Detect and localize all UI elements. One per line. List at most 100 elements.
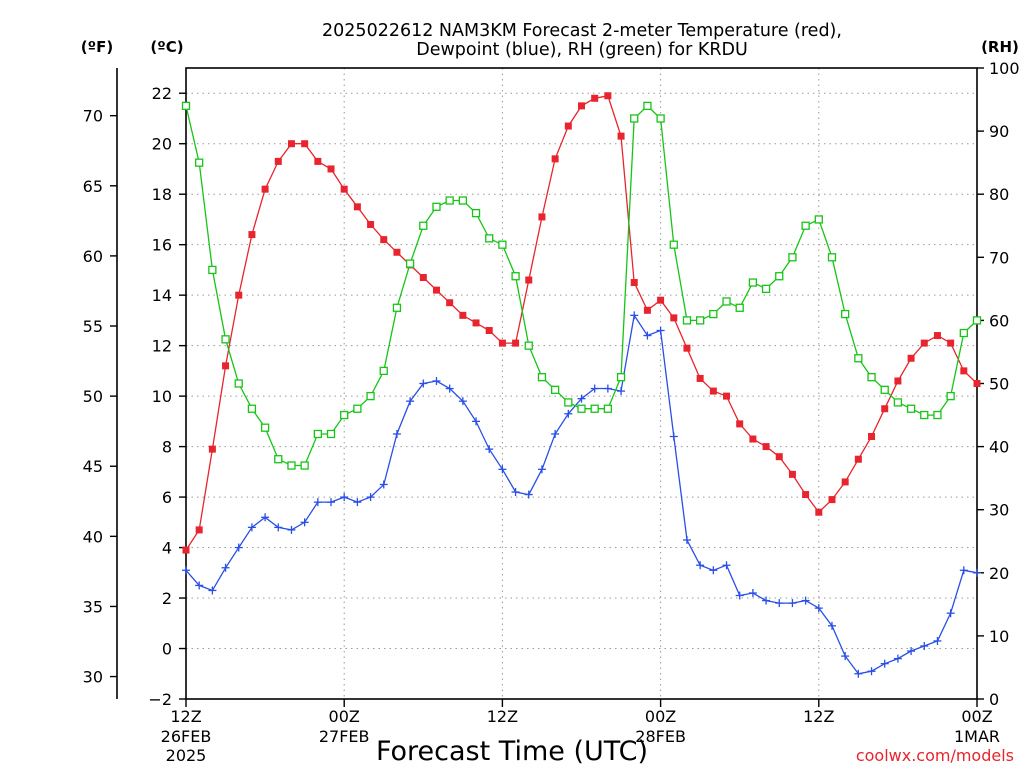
rh-point bbox=[564, 398, 573, 407]
x-tick-label-time: 12Z bbox=[487, 707, 518, 726]
dewpoint-point bbox=[392, 429, 401, 438]
temperature-series bbox=[182, 92, 981, 554]
temperature-point bbox=[894, 377, 902, 385]
x-tick-label-date: 1MAR bbox=[954, 727, 1000, 746]
grid-lines bbox=[186, 68, 977, 699]
rh-point bbox=[313, 429, 322, 439]
temperature-point bbox=[367, 220, 375, 228]
rh-series bbox=[181, 101, 982, 470]
rh-point bbox=[353, 404, 362, 413]
fahrenheit-tick-label: 60 bbox=[83, 247, 103, 266]
dewpoint-point bbox=[959, 566, 968, 575]
rh-point bbox=[933, 410, 942, 420]
temperature-point bbox=[314, 157, 322, 165]
rh-point bbox=[366, 391, 375, 401]
temperature-point bbox=[195, 526, 203, 534]
rh-point bbox=[247, 404, 257, 413]
dewpoint-point bbox=[221, 563, 230, 572]
temperature-point bbox=[222, 362, 230, 370]
dewpoint-point bbox=[933, 636, 942, 645]
temperature-point bbox=[788, 470, 796, 478]
x-tick-label-date: 28FEB bbox=[635, 727, 686, 746]
celsius-tick-label: 16 bbox=[152, 236, 172, 255]
x-tick-label-time: 12Z bbox=[170, 707, 201, 726]
temperature-point bbox=[578, 102, 585, 110]
x-tick-label-date: 27FEB bbox=[319, 727, 370, 746]
fahrenheit-unit-label: (ºF) bbox=[81, 38, 113, 56]
dewpoint-point bbox=[841, 652, 850, 661]
rh-point bbox=[603, 404, 613, 413]
dewpoint-point bbox=[445, 384, 454, 393]
celsius-tick-label: −2 bbox=[148, 690, 172, 709]
rh-point bbox=[405, 259, 415, 268]
rh-point bbox=[181, 101, 191, 111]
x-tick-label-time: 00Z bbox=[645, 707, 676, 726]
temperature-point bbox=[881, 405, 889, 413]
dewpoint-point bbox=[973, 568, 981, 577]
rh-point bbox=[432, 202, 441, 211]
dewpoint-point bbox=[208, 586, 217, 595]
x-tick-label-time: 00Z bbox=[329, 707, 360, 726]
dewpoint-point bbox=[406, 397, 415, 406]
rh-point bbox=[656, 114, 665, 123]
rh-point bbox=[524, 341, 533, 350]
temperature-point bbox=[907, 354, 915, 362]
rh-point bbox=[392, 303, 402, 312]
temperature-point bbox=[380, 236, 388, 244]
temperature-point bbox=[327, 165, 335, 173]
fahrenheit-tick-label: 35 bbox=[83, 597, 103, 616]
dewpoint-point bbox=[274, 523, 283, 532]
dewpoint-point bbox=[458, 397, 467, 406]
rh-point bbox=[590, 404, 599, 413]
dewpoint-point bbox=[630, 311, 639, 320]
temperature-point bbox=[617, 132, 625, 140]
temperature-point bbox=[419, 273, 427, 281]
rh-point bbox=[682, 316, 692, 325]
rh-point bbox=[880, 385, 889, 394]
temperature-point bbox=[182, 546, 190, 554]
temperature-point bbox=[828, 496, 836, 504]
temperature-point bbox=[868, 433, 876, 441]
x-tick-label-year: 2025 bbox=[166, 746, 207, 765]
dewpoint-point bbox=[854, 669, 863, 678]
rh-point bbox=[471, 208, 481, 218]
temperature-point bbox=[432, 286, 440, 294]
dewpoint-point bbox=[551, 429, 560, 438]
dewpoint-point bbox=[814, 604, 823, 613]
celsius-tick-label: 0 bbox=[162, 640, 172, 659]
rh-point bbox=[748, 278, 758, 287]
dewpoint-point bbox=[775, 599, 784, 608]
dewpoint-point bbox=[893, 654, 902, 663]
temperature-point bbox=[564, 122, 572, 130]
rh-point bbox=[893, 398, 903, 407]
rh-point bbox=[550, 385, 560, 394]
rh-point bbox=[195, 158, 204, 167]
rh-point bbox=[946, 391, 955, 401]
rh-point bbox=[709, 309, 718, 319]
dewpoint-point bbox=[669, 432, 678, 441]
x-tick-label-time: 00Z bbox=[961, 707, 992, 726]
temperature-point bbox=[920, 339, 928, 347]
fahrenheit-tick-label: 40 bbox=[83, 527, 103, 546]
dewpoint-point bbox=[867, 667, 876, 676]
temperature-point bbox=[723, 392, 731, 400]
temperature-point bbox=[551, 155, 559, 163]
dewpoint-point bbox=[524, 490, 533, 499]
fahrenheit-tick-label: 45 bbox=[83, 457, 103, 476]
rh-point bbox=[340, 410, 349, 420]
rh-point bbox=[814, 215, 823, 224]
rh-point bbox=[511, 272, 520, 281]
temperature-point bbox=[512, 339, 520, 347]
chart-title-line1: 2025022612 NAM3KM Forecast 2-meter Tempe… bbox=[322, 21, 842, 41]
dewpoint-point bbox=[682, 535, 691, 544]
dewpoint-point bbox=[564, 409, 573, 418]
dewpoint-point bbox=[195, 581, 204, 590]
fahrenheit-tick-label: 50 bbox=[83, 387, 103, 406]
rh-point bbox=[260, 423, 270, 432]
rh-point bbox=[669, 240, 678, 249]
rh-tick-label: 10 bbox=[989, 627, 1009, 646]
dewpoint-point bbox=[590, 384, 599, 393]
rh-point bbox=[959, 328, 968, 338]
dewpoint-point bbox=[920, 641, 929, 650]
